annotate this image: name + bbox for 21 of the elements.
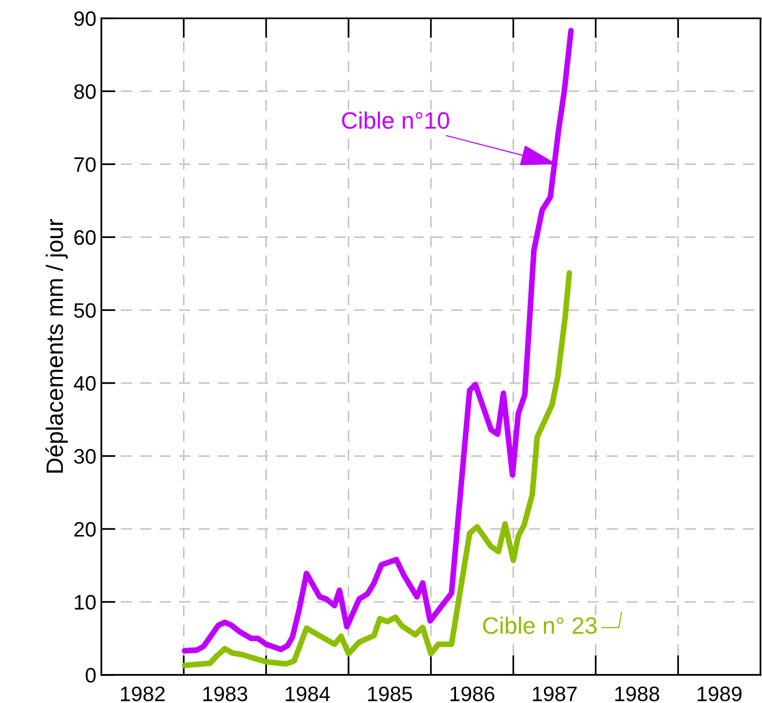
- y-tick-label: 10: [74, 594, 96, 610]
- y-tick-label: 50: [74, 303, 96, 318]
- y-tick-label: 90: [74, 11, 96, 26]
- y-tick-label: 60: [74, 230, 96, 245]
- y-tick-label: 40: [74, 376, 96, 391]
- y-axis-title: Déplacements mm / jour: [45, 219, 68, 473]
- x-tick-label: 1987: [532, 686, 577, 702]
- annotation: Cible n°10: [342, 112, 450, 129]
- x-tick-label: 1986: [450, 686, 494, 702]
- y-tick-label: 30: [74, 449, 96, 464]
- y-tick-label: 70: [74, 157, 96, 172]
- x-tick-label: 1983: [203, 686, 248, 702]
- x-tick-label: 1984: [286, 686, 330, 702]
- y-tick-label: 0: [86, 668, 96, 683]
- x-tick-label: 1982: [120, 686, 165, 702]
- x-tick-label: 1989: [698, 686, 742, 702]
- y-tick-label: 20: [74, 522, 96, 537]
- annotation: Cible n° 23: [483, 616, 597, 634]
- x-tick-label: 1988: [615, 686, 660, 702]
- y-tick-label: 80: [74, 84, 96, 99]
- x-tick-label: 1985: [368, 686, 412, 702]
